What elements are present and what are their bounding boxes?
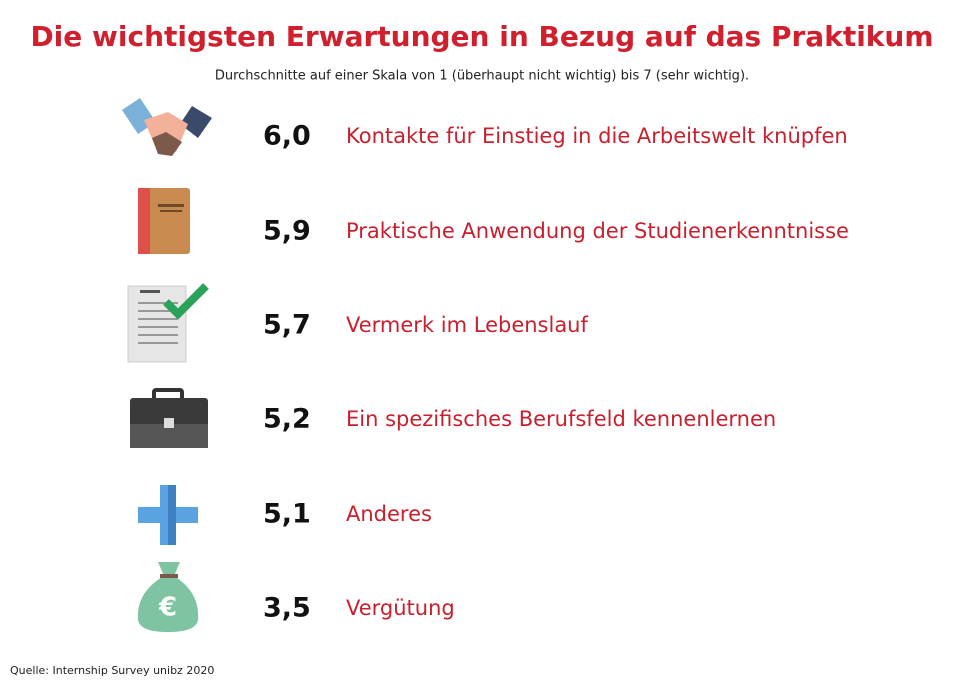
- item-value: 5,7: [263, 310, 311, 341]
- icon-document: [127, 283, 209, 363]
- subtitle: Durchschnitte auf einer Skala von 1 (übe…: [215, 69, 749, 84]
- item-label: Anderes: [346, 502, 432, 526]
- icon-briefcase: [130, 388, 208, 448]
- icon-plus: [138, 485, 198, 545]
- icon-book: [138, 188, 190, 254]
- icon-moneybag: €: [137, 562, 199, 632]
- item-value: 6,0: [263, 121, 311, 152]
- item-label: Vergütung: [346, 596, 455, 620]
- icon-handshake: [122, 98, 212, 156]
- item-label: Vermerk im Lebenslauf: [346, 313, 588, 337]
- item-label: Kontakte für Einstieg in die Arbeitswelt…: [346, 124, 848, 148]
- item-value: 5,9: [263, 216, 311, 247]
- item-value: 5,2: [263, 404, 311, 435]
- source: Quelle: Internship Survey unibz 2020: [10, 664, 214, 677]
- item-label: Praktische Anwendung der Studienerkenntn…: [346, 219, 849, 243]
- svg-text:€: €: [158, 593, 177, 623]
- item-value: 5,1: [263, 499, 311, 530]
- item-value: 3,5: [263, 593, 311, 624]
- item-label: Ein spezifisches Berufsfeld kennenlernen: [346, 407, 776, 431]
- title: Die wichtigsten Erwartungen in Bezug auf…: [30, 20, 933, 53]
